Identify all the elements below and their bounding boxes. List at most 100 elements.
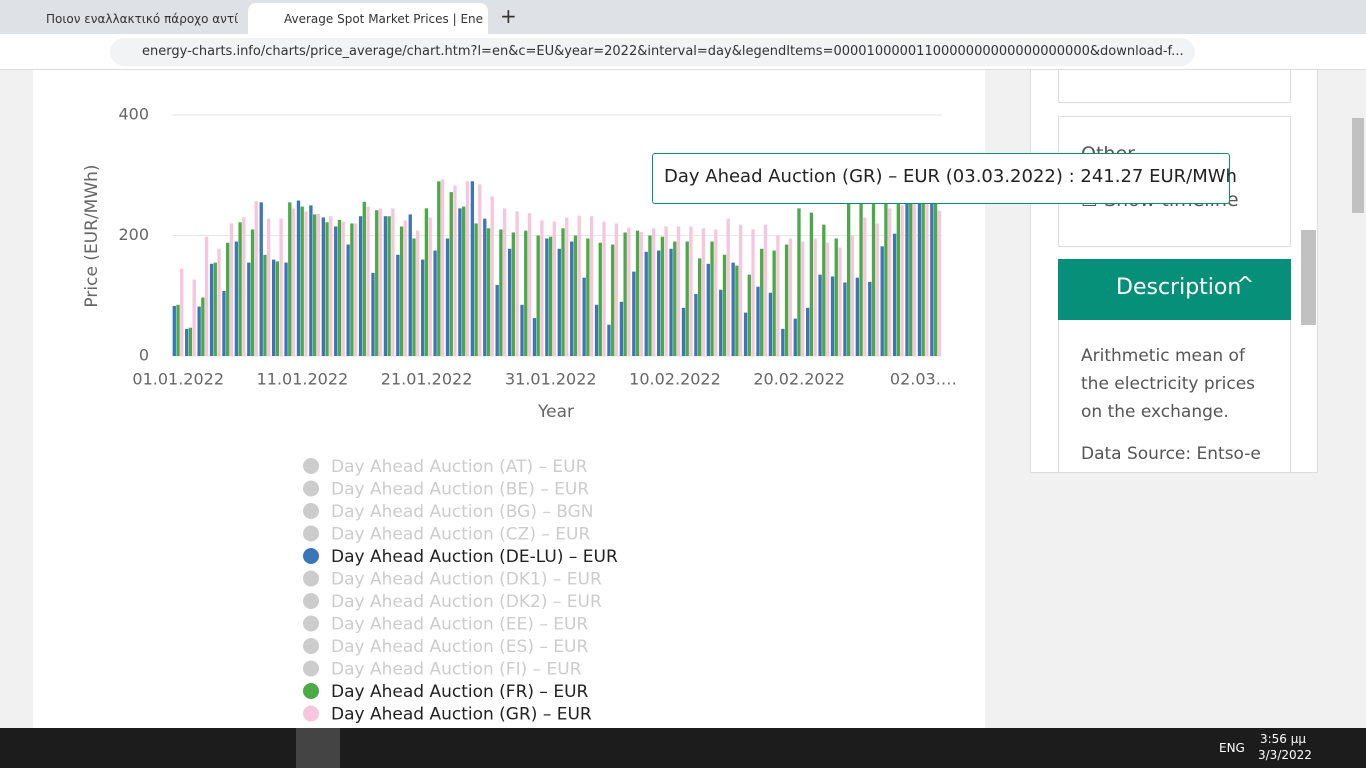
legend-entry[interactable]: Day Ahead Auction (FI) – EUR xyxy=(331,660,582,680)
bar xyxy=(346,244,350,356)
legend-entry[interactable]: Day Ahead Auction (BG) – BGN xyxy=(331,502,594,522)
bar xyxy=(632,271,636,356)
bar xyxy=(830,276,835,356)
clock[interactable]: 3:56 μμ 3/3/2022 xyxy=(1258,732,1312,762)
bar xyxy=(474,223,478,356)
bar xyxy=(421,259,425,356)
language[interactable]: ENG xyxy=(1219,741,1245,755)
bar xyxy=(719,289,723,356)
bar xyxy=(353,223,358,356)
bar xyxy=(743,312,748,356)
bar xyxy=(238,222,242,356)
bar xyxy=(850,235,855,356)
bar xyxy=(561,228,565,356)
bar xyxy=(461,206,466,356)
legend-marker xyxy=(303,593,319,609)
bar xyxy=(396,254,400,356)
chart: 0 200 400 Price (EUR/MWh) Year 01.01.2022 11.0… xyxy=(82,105,957,725)
chrome-icon[interactable] xyxy=(296,728,340,768)
bar xyxy=(822,224,826,356)
bar xyxy=(905,202,909,356)
bar xyxy=(188,327,193,356)
bar xyxy=(639,231,643,356)
bar xyxy=(371,272,375,356)
bar xyxy=(259,202,263,356)
legend-entry[interactable]: Day Ahead Auction (CZ) – EUR xyxy=(331,525,590,545)
bar xyxy=(813,238,817,356)
bar xyxy=(589,216,594,356)
legend-entry[interactable]: Day Ahead Auction (ES) – EUR xyxy=(331,637,588,657)
bar xyxy=(557,248,561,356)
bar xyxy=(880,246,884,356)
bar xyxy=(635,230,640,356)
bar xyxy=(664,226,668,356)
bar xyxy=(726,218,730,356)
legend-marker xyxy=(303,705,319,722)
bar xyxy=(391,208,395,356)
legend-marker xyxy=(303,503,319,519)
bar xyxy=(689,226,693,356)
bar xyxy=(527,213,532,356)
bar xyxy=(490,196,494,356)
legend-entry[interactable]: Day Ahead Auction (FR) – EUR xyxy=(331,682,589,702)
url[interactable]: energy-charts.info/charts/price_average/… xyxy=(110,38,1195,66)
bar xyxy=(483,218,487,356)
sidebar: Other ☐ Show timeline Description^ Arith… xyxy=(1030,70,1318,473)
bar xyxy=(660,236,665,356)
bar xyxy=(681,307,686,356)
bar xyxy=(465,181,470,356)
bar xyxy=(930,198,934,356)
scroll-thumb[interactable] xyxy=(1352,118,1364,213)
bar xyxy=(912,202,917,356)
bar xyxy=(399,226,404,356)
bar xyxy=(701,228,706,356)
bar xyxy=(784,244,789,356)
time: 3:56 μμ xyxy=(1259,732,1307,746)
source: Data Source: Entso-e xyxy=(1081,444,1261,464)
bar xyxy=(673,241,677,356)
x-tick-label: 01.01.2022 xyxy=(132,370,224,389)
bar xyxy=(788,238,792,356)
bar xyxy=(383,216,388,356)
legend-entry[interactable]: Day Ahead Auction (AT) – EUR xyxy=(331,457,588,477)
bar xyxy=(291,208,296,356)
new-tab[interactable]: + xyxy=(500,4,517,28)
legend-entry[interactable]: Day Ahead Auction (DK2) – EUR xyxy=(331,592,602,612)
bar xyxy=(801,241,805,356)
bar xyxy=(694,293,698,356)
legend-marker xyxy=(303,458,319,474)
bar xyxy=(304,211,308,356)
bar xyxy=(937,210,941,356)
bar xyxy=(863,217,867,356)
description-header[interactable]: Description ^ xyxy=(1058,259,1291,320)
bar xyxy=(449,192,453,356)
legend-entry[interactable]: Day Ahead Auction (DK1) – EUR xyxy=(331,570,602,590)
bar xyxy=(570,241,574,356)
y-tick-label: 0 xyxy=(139,346,149,365)
bar xyxy=(871,202,876,356)
bar xyxy=(229,223,234,356)
legend-entry[interactable]: Day Ahead Auction (EE) – EUR xyxy=(331,615,588,635)
description: Arithmetic mean of the electricity price… xyxy=(1081,346,1256,422)
description-body: Arithmetic mean of the electricity price… xyxy=(1058,320,1291,473)
scroll-thumb[interactable] xyxy=(1301,230,1316,325)
legend-entry[interactable]: Day Ahead Auction (BE) – EUR xyxy=(331,480,589,500)
bar xyxy=(437,181,441,356)
bar xyxy=(843,282,847,356)
tab[interactable]: Ποιον εναλλακτικό πάροχο αντί xyxy=(8,3,246,34)
bar xyxy=(896,199,900,356)
legend-marker xyxy=(303,683,319,699)
bar xyxy=(793,318,797,356)
tab-active[interactable]: Average Spot Market Prices | Ene xyxy=(248,3,488,34)
legend-entry[interactable]: Day Ahead Auction (DE-LU) – EUR xyxy=(331,547,618,567)
bar xyxy=(403,220,407,356)
bar xyxy=(470,181,475,356)
bar xyxy=(226,242,230,356)
bar xyxy=(925,199,929,356)
bar xyxy=(751,229,755,356)
bar xyxy=(573,235,578,356)
bar xyxy=(887,208,892,356)
legend-entry[interactable]: Day Ahead Auction (GR) – EUR xyxy=(331,705,592,725)
bar xyxy=(669,248,673,356)
bar xyxy=(387,216,391,356)
